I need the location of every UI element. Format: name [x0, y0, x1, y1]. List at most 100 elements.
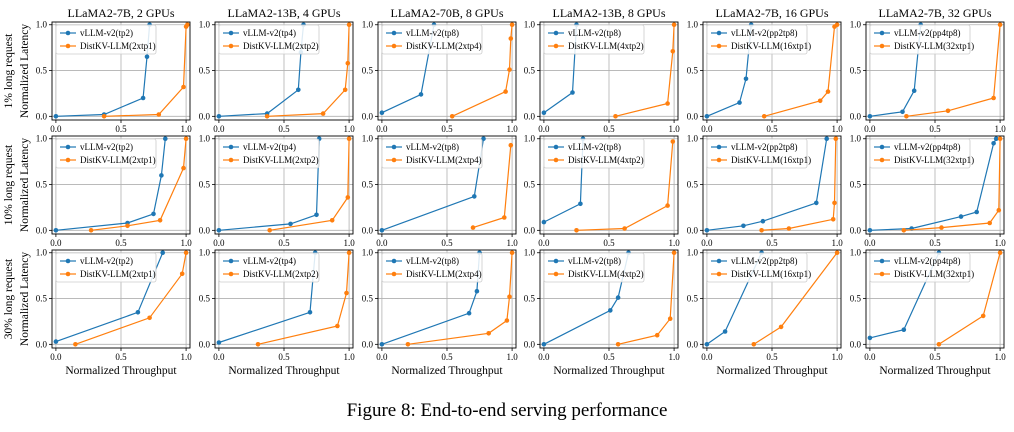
- row-label: 30% long request: [3, 258, 15, 339]
- data-point: [574, 228, 579, 233]
- legend-label: vLLM-v2(tp8): [406, 28, 459, 38]
- tick-label-y: 0.5: [199, 180, 211, 190]
- tick-label-y: 1.0: [524, 248, 536, 258]
- tick-label-y: 0.0: [687, 339, 699, 349]
- legend-label: DistKV-LLM(4xtp2): [568, 41, 644, 51]
- legend-label: DistKV-LLM(2xtp4): [406, 41, 482, 51]
- legend-label: DistKV-LLM(2xtp1): [80, 269, 156, 279]
- tick-label-x: 1.0: [831, 352, 843, 362]
- data-point: [379, 228, 385, 233]
- legend-box: [869, 252, 971, 283]
- legend-label: vLLM-v2(tp4): [243, 142, 296, 152]
- legend-label: vLLM-v2(tp4): [243, 256, 296, 266]
- subplot-title: LLaMA2-7B, 16 GPUs: [716, 6, 829, 20]
- legend-marker: [228, 271, 234, 277]
- tick-label-y: 0.5: [199, 294, 211, 304]
- legend-label: vLLM-v2(tp4): [243, 28, 296, 38]
- data-point: [751, 342, 757, 347]
- tick-label-y: 0.0: [524, 225, 536, 235]
- series-line: [576, 141, 674, 231]
- tick-label-x: 0.0: [864, 352, 876, 362]
- legend-marker: [228, 157, 234, 163]
- data-point: [814, 200, 819, 206]
- data-point: [481, 136, 486, 141]
- data-point: [704, 228, 710, 233]
- tick-label-x: 1.0: [668, 352, 680, 362]
- x-axis-label: Normalized Throughput: [391, 365, 503, 377]
- data-point: [760, 218, 766, 224]
- data-point: [160, 250, 165, 255]
- tick-label-y: 0.5: [36, 66, 48, 76]
- legend-box: [543, 252, 645, 283]
- data-point: [945, 108, 951, 114]
- tick-label-x: 0.5: [929, 238, 941, 248]
- legend-label: vLLM-v2(tp8): [568, 28, 621, 38]
- series-line: [269, 138, 350, 231]
- row-label: 1% long request: [3, 33, 15, 109]
- data-point: [503, 89, 508, 94]
- legend-marker: [65, 30, 71, 36]
- legend-box: [381, 138, 483, 169]
- tick-label-x: 1.0: [343, 238, 355, 248]
- data-point: [418, 92, 424, 97]
- tick-label-x: 1.0: [343, 124, 355, 134]
- legend-box: [55, 24, 157, 55]
- tick-label-x: 0.0: [701, 238, 713, 248]
- data-point: [345, 60, 351, 66]
- tick-label-y: 1.0: [524, 134, 536, 144]
- legend-marker: [391, 157, 397, 163]
- tick-label-x: 0.0: [538, 352, 550, 362]
- data-point: [541, 110, 547, 115]
- data-point: [320, 111, 326, 116]
- data-point: [379, 342, 385, 347]
- data-point: [778, 324, 784, 330]
- legend-marker: [879, 144, 885, 150]
- tick-label-x: 0.0: [213, 238, 225, 248]
- legend-box: [218, 138, 320, 169]
- tick-label-x: 1.0: [831, 124, 843, 134]
- data-point: [900, 109, 905, 115]
- tick-label-y: 0.0: [36, 339, 48, 349]
- data-point: [147, 315, 152, 321]
- tick-label-x: 0.5: [115, 124, 127, 134]
- tick-label-x: 0.5: [929, 352, 941, 362]
- data-point: [980, 313, 986, 319]
- subplot-title: LLaMA2-7B, 2 GPUs: [68, 6, 175, 20]
- legend-marker: [391, 271, 397, 277]
- data-point: [901, 228, 907, 233]
- data-point: [578, 201, 583, 207]
- tick-label-y: 1.0: [850, 20, 862, 30]
- legend-box: [706, 24, 808, 55]
- x-axis-label: Normalized Throughput: [716, 365, 828, 377]
- tick-label-x: 0.0: [864, 124, 876, 134]
- tick-label-x: 1.0: [994, 124, 1006, 134]
- series-line: [869, 24, 922, 117]
- tick-label-y: 0.0: [687, 225, 699, 235]
- tick-label-x: 1.0: [831, 238, 843, 248]
- data-point: [507, 294, 512, 300]
- data-point: [832, 200, 837, 206]
- legend-label: vLLM-v2(pp4tp8): [894, 256, 961, 266]
- data-point: [179, 271, 185, 277]
- data-point: [346, 250, 352, 255]
- tick-label-y: 0.5: [199, 66, 211, 76]
- x-axis-label: Normalized Throughput: [553, 365, 665, 377]
- legend-label: vLLM-v2(pp2tp8): [731, 256, 798, 266]
- tick-label-y: 1.0: [362, 20, 374, 30]
- legend-marker: [553, 271, 559, 277]
- data-point: [743, 76, 749, 82]
- data-point: [125, 223, 130, 229]
- tick-label-x: 0.0: [376, 238, 388, 248]
- data-point: [466, 310, 472, 316]
- tick-label-y: 0.0: [687, 111, 699, 121]
- legend-box: [543, 24, 645, 55]
- legend-marker: [391, 30, 397, 36]
- series-line: [906, 24, 1001, 117]
- legend-box: [869, 24, 971, 55]
- data-point: [833, 136, 839, 141]
- data-point: [507, 67, 512, 72]
- data-point: [991, 141, 996, 146]
- data-point: [722, 329, 728, 334]
- data-point: [704, 342, 710, 347]
- legend-marker: [879, 271, 885, 277]
